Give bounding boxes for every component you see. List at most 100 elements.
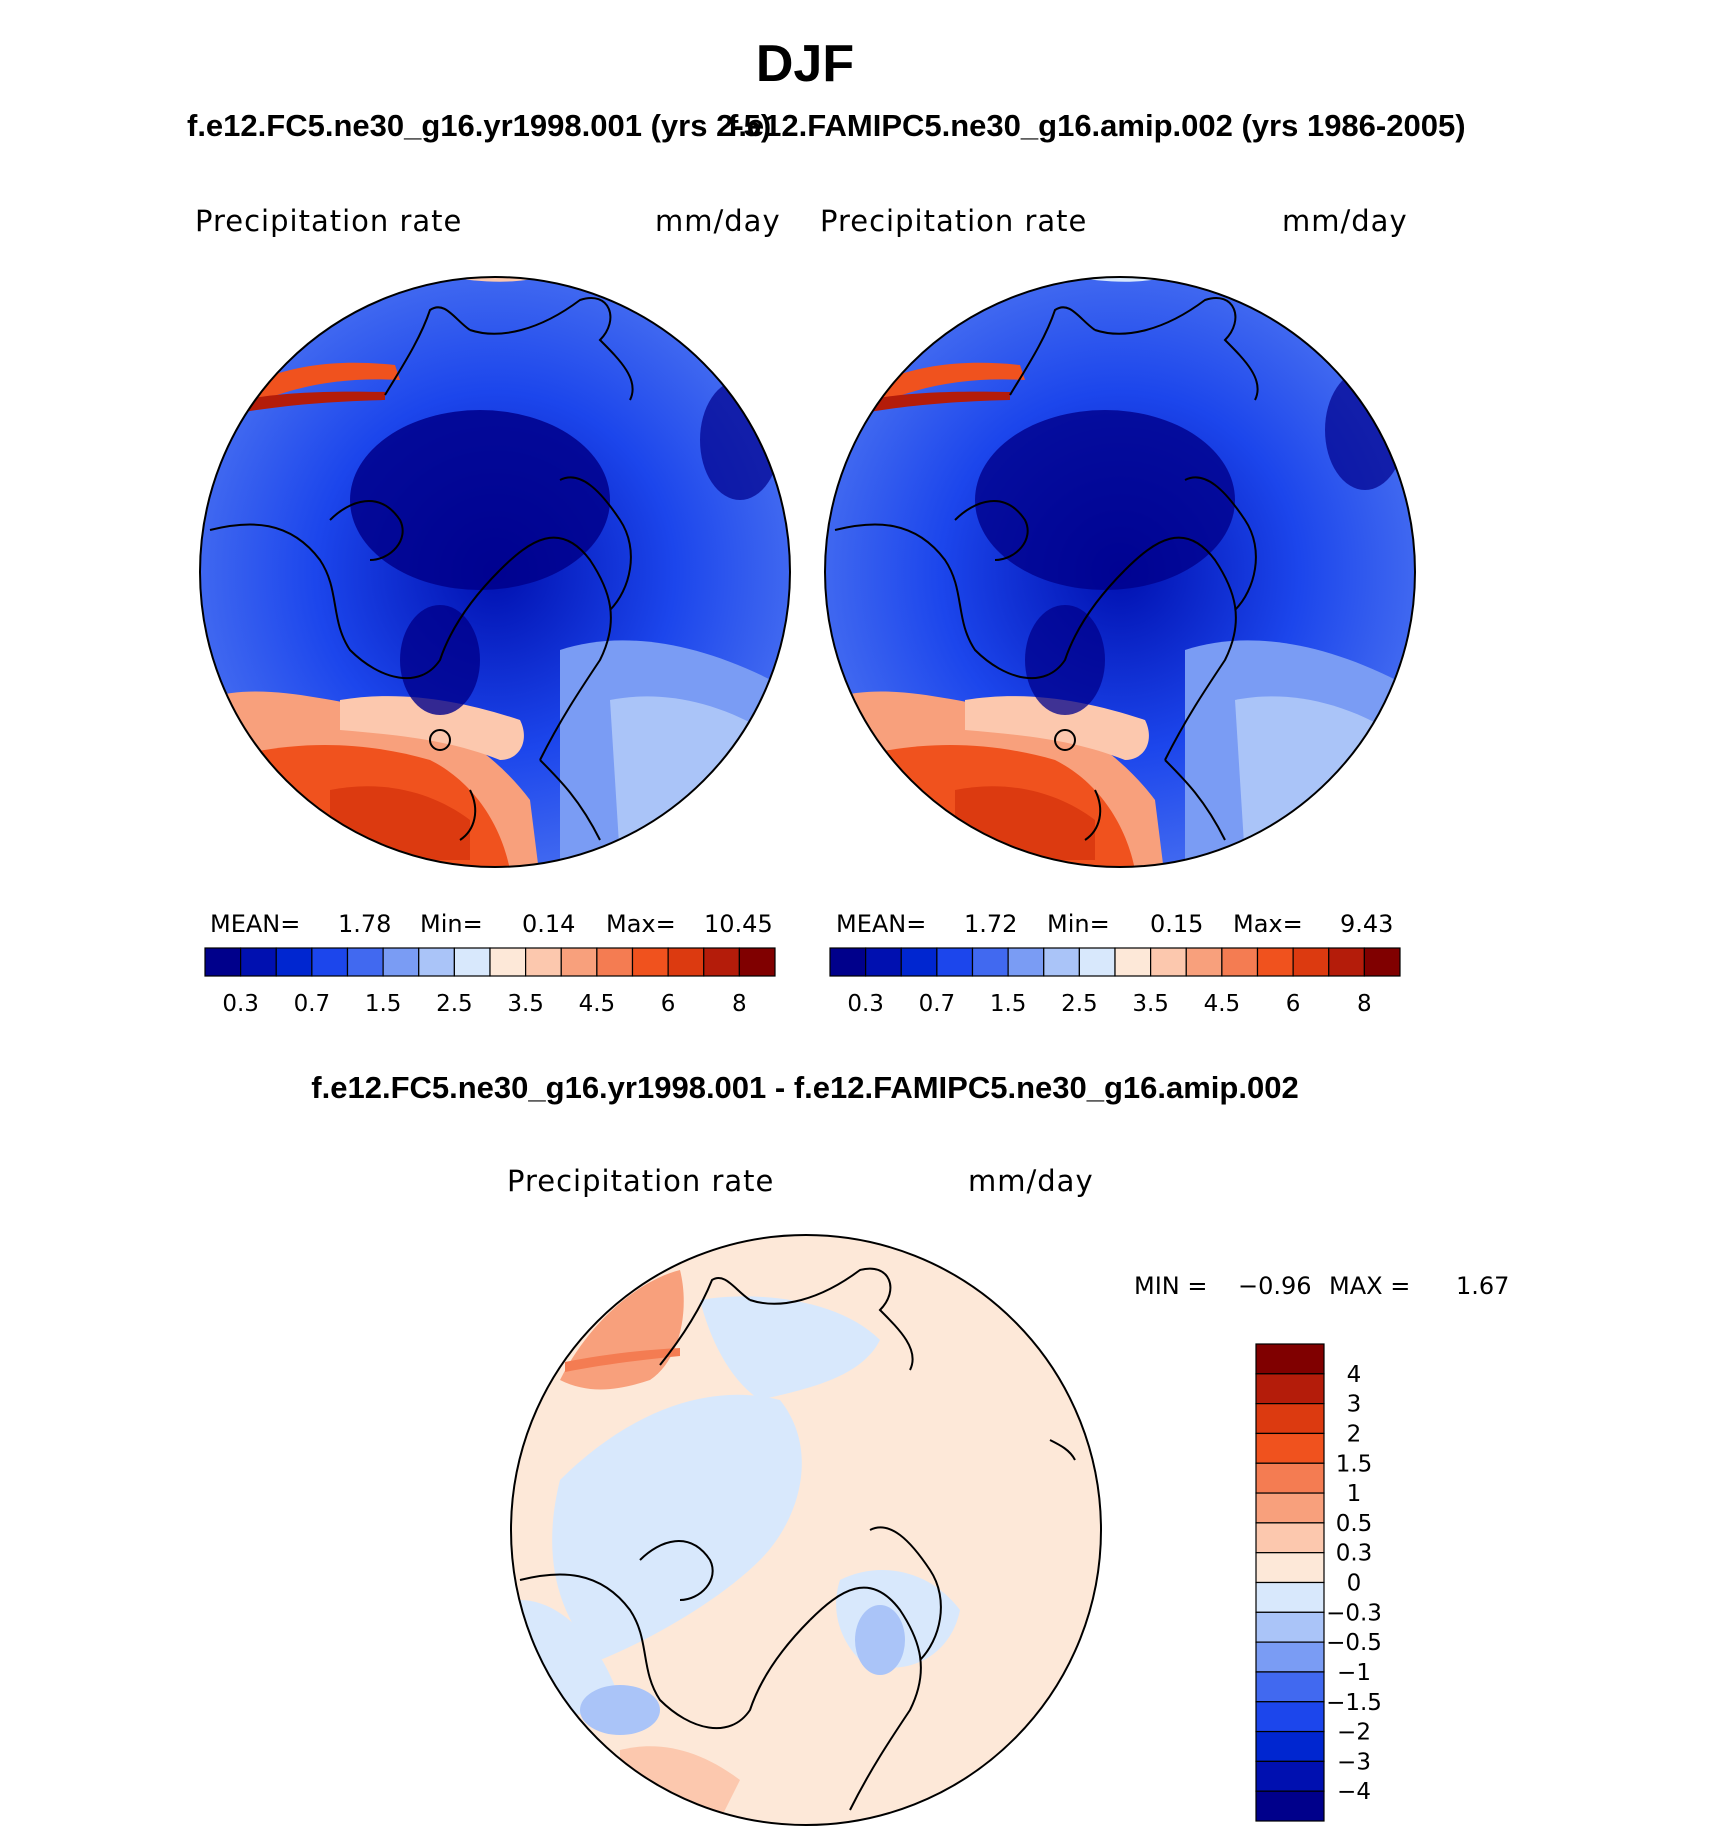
colorbar-swatch <box>1255 1373 1325 1405</box>
colorbar-swatch <box>900 947 938 977</box>
colorbar-swatch <box>971 947 1009 977</box>
colorbar-swatch <box>1255 1462 1325 1494</box>
panel2-units-label: mm/day <box>1282 204 1408 238</box>
colorbar-swatch <box>346 947 384 977</box>
panel2-max-value: 9.43 <box>1340 910 1394 938</box>
colorbar-tick-label: 0.7 <box>919 991 956 1017</box>
colorbar-tick-label: 0.3 <box>222 991 259 1017</box>
colorbar-tick-label: 3.5 <box>507 991 544 1017</box>
colorbar-swatch <box>1255 1552 1325 1584</box>
colorbar-swatch <box>1255 1581 1325 1613</box>
colorbar-swatch <box>1078 947 1116 977</box>
diff-min-value: −0.96 <box>1238 1272 1312 1300</box>
colorbar-tick-label: 1.5 <box>990 991 1027 1017</box>
colorbar-swatch <box>1255 1492 1325 1524</box>
colorbar-swatch <box>1150 947 1187 977</box>
map-panel-diff <box>510 1234 1102 1826</box>
colorbar-swatch <box>525 947 562 977</box>
colorbar-swatch <box>829 947 867 977</box>
colorbar-tick-label: 3.5 <box>1132 991 1169 1017</box>
colorbar-swatch <box>1007 947 1045 977</box>
colorbar-panel-2: 0.3 0.7 1.5 2.5 3.5 4.5 6 8 <box>829 947 1401 1017</box>
colorbar-swatch <box>667 947 705 977</box>
panel1-mean-label: MEAN= <box>210 910 301 938</box>
colorbar-swatch <box>1363 947 1401 977</box>
map-panel-2 <box>824 276 1416 868</box>
colorbar-swatch <box>1043 947 1080 977</box>
figure-title: DJF <box>755 35 855 93</box>
colorbar-swatch <box>560 947 598 977</box>
colorbar-swatch <box>1328 947 1365 977</box>
colorbar-tick-label: 8 <box>732 991 747 1017</box>
colorbar-tick-label: 2.5 <box>1061 991 1098 1017</box>
colorbar-tick-label: −3 <box>1337 1749 1371 1775</box>
colorbar-swatch <box>489 947 527 977</box>
panel1-mean-value: 1.78 <box>338 910 392 938</box>
colorbar-tick-label: 3 <box>1347 1392 1362 1418</box>
colorbar-swatch <box>418 947 455 977</box>
colorbar-tick-label: −2 <box>1337 1720 1371 1746</box>
colorbar-panel-1: 0.3 0.7 1.5 2.5 3.5 4.5 6 8 <box>204 947 776 1017</box>
colorbar-swatch <box>1255 1790 1325 1822</box>
panel2-mean-label: MEAN= <box>836 910 927 938</box>
colorbar-swatch <box>1255 1611 1325 1643</box>
colorbar-swatch <box>738 947 776 977</box>
colorbar-swatch <box>1185 947 1223 977</box>
colorbar-tick-label: 1 <box>1347 1481 1362 1507</box>
colorbar-tick-label: −1 <box>1337 1660 1371 1686</box>
colorbar-swatch <box>631 947 669 977</box>
panel2-max-label: Max= <box>1233 910 1303 938</box>
colorbar-swatch <box>1292 947 1330 977</box>
colorbar-swatch <box>1256 947 1294 977</box>
colorbar-swatch <box>240 947 277 977</box>
colorbar-tick-label: 0.5 <box>1336 1511 1373 1537</box>
colorbar-tick-label: 0.7 <box>294 991 331 1017</box>
colorbar-swatch <box>936 947 974 977</box>
colorbar-tick-label: 4 <box>1347 1362 1362 1388</box>
colorbar-tick-label: 8 <box>1357 991 1372 1017</box>
panel1-max-label: Max= <box>606 910 676 938</box>
colorbar-tick-label: 4.5 <box>579 991 616 1017</box>
colorbar-swatch <box>382 947 420 977</box>
colorbar-swatch <box>1221 947 1259 977</box>
colorbar-swatch <box>1255 1671 1325 1703</box>
colorbar-swatch <box>1255 1343 1325 1375</box>
panel2-min-value: 0.15 <box>1150 910 1204 938</box>
colorbar-swatch <box>1255 1403 1325 1435</box>
colorbar-swatch <box>204 947 242 977</box>
colorbar-swatch <box>1255 1432 1325 1464</box>
case2-title: f.e12.FAMIPC5.ne30_g16.amip.002 (yrs 198… <box>728 108 1466 143</box>
colorbar-tick-label: 1.5 <box>1336 1451 1373 1477</box>
case1-title: f.e12.FC5.ne30_g16.yr1998.001 (yrs 2-5) <box>187 108 772 143</box>
panel1-variable-label: Precipitation rate <box>195 204 463 238</box>
colorbar-tick-label: 6 <box>1286 991 1301 1017</box>
colorbar-tick-label: 1.5 <box>365 991 402 1017</box>
panel2-min-label: Min= <box>1047 910 1110 938</box>
colorbar-swatch <box>1255 1641 1325 1673</box>
colorbar-tick-label: 2 <box>1347 1421 1362 1447</box>
colorbar-swatch <box>275 947 313 977</box>
diff-min-label: MIN = <box>1134 1272 1208 1300</box>
colorbar-tick-label: 0 <box>1347 1571 1362 1597</box>
colorbar-tick-label: −4 <box>1337 1779 1371 1805</box>
colorbar-swatch <box>703 947 740 977</box>
diff-max-value: 1.67 <box>1456 1272 1510 1300</box>
panel2-variable-label: Precipitation rate <box>820 204 1088 238</box>
colorbar-swatch <box>596 947 634 977</box>
colorbar-tick-label: −0.5 <box>1326 1630 1382 1656</box>
map-panel-1 <box>199 276 791 868</box>
colorbar-swatch <box>1255 1522 1325 1554</box>
diff-title: f.e12.FC5.ne30_g16.yr1998.001 - f.e12.FA… <box>311 1070 1299 1105</box>
colorbar-tick-label: 0.3 <box>1336 1541 1373 1567</box>
colorbar-tick-label: −0.3 <box>1326 1600 1382 1626</box>
colorbar-swatch <box>1114 947 1152 977</box>
panel1-max-value: 10.45 <box>704 910 773 938</box>
panel1-units-label: mm/day <box>655 204 781 238</box>
diff-units-label: mm/day <box>968 1164 1094 1198</box>
panel1-min-value: 0.14 <box>522 910 576 938</box>
colorbar-swatch <box>311 947 349 977</box>
colorbar-swatch <box>865 947 902 977</box>
panel2-mean-value: 1.72 <box>964 910 1018 938</box>
colorbar-swatch <box>1255 1730 1325 1762</box>
colorbar-tick-label: 0.3 <box>847 991 884 1017</box>
